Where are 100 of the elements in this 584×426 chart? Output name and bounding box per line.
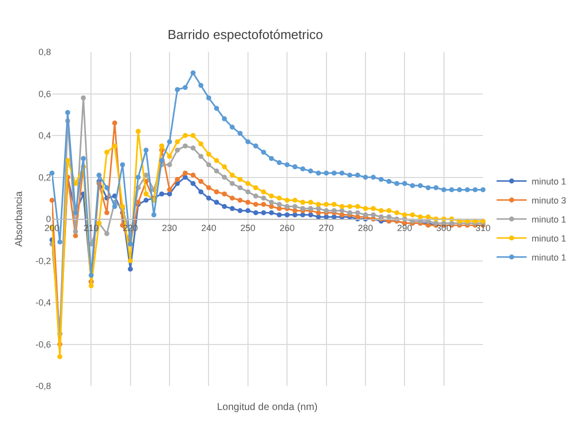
point bbox=[355, 210, 360, 216]
point bbox=[238, 185, 243, 190]
point bbox=[182, 143, 188, 148]
point bbox=[386, 214, 392, 220]
point bbox=[50, 170, 54, 176]
point bbox=[253, 202, 258, 207]
x-tick-label: 210 bbox=[84, 222, 99, 233]
point bbox=[214, 168, 220, 174]
point bbox=[339, 170, 344, 176]
point bbox=[190, 70, 196, 76]
point bbox=[355, 214, 360, 220]
point bbox=[276, 160, 282, 166]
point bbox=[214, 106, 220, 111]
point bbox=[324, 202, 329, 207]
y-tick-label: 0,6 bbox=[38, 88, 51, 99]
point bbox=[206, 185, 212, 190]
point bbox=[182, 84, 188, 90]
point bbox=[316, 202, 321, 207]
point bbox=[167, 187, 172, 192]
point bbox=[206, 162, 212, 168]
point bbox=[104, 210, 110, 216]
x-tick-label: 280 bbox=[358, 222, 373, 233]
point bbox=[276, 206, 282, 212]
point bbox=[253, 194, 258, 199]
point bbox=[347, 172, 352, 178]
point bbox=[339, 204, 344, 209]
point bbox=[96, 172, 102, 178]
legend-label: minuto 1 bbox=[532, 234, 566, 244]
point bbox=[198, 178, 204, 184]
point bbox=[174, 176, 180, 182]
point bbox=[362, 206, 368, 212]
point bbox=[112, 204, 118, 209]
point bbox=[144, 198, 149, 203]
point bbox=[112, 143, 118, 148]
point bbox=[167, 139, 172, 144]
point bbox=[284, 212, 290, 218]
point bbox=[261, 202, 266, 207]
point bbox=[245, 181, 250, 186]
point bbox=[332, 202, 337, 207]
point bbox=[245, 200, 250, 205]
point bbox=[308, 212, 314, 218]
point bbox=[206, 196, 212, 201]
point bbox=[308, 168, 314, 174]
point bbox=[394, 210, 400, 216]
point bbox=[418, 214, 423, 220]
point bbox=[182, 170, 188, 176]
point bbox=[418, 183, 423, 188]
point bbox=[308, 200, 314, 205]
point bbox=[120, 162, 126, 168]
x-tick-label: 270 bbox=[318, 222, 334, 233]
legend-label: minuto 1 bbox=[532, 214, 566, 225]
y-tick-label: 0,2 bbox=[38, 172, 51, 182]
point bbox=[378, 208, 384, 214]
point bbox=[378, 214, 384, 220]
point bbox=[88, 283, 94, 288]
y-axis-title: Absorbancia bbox=[14, 190, 25, 247]
point bbox=[268, 156, 274, 161]
point bbox=[292, 198, 298, 203]
point bbox=[362, 174, 368, 180]
point bbox=[174, 87, 180, 92]
x-tick-label: 220 bbox=[122, 222, 138, 233]
point bbox=[480, 187, 486, 192]
point bbox=[167, 191, 172, 196]
point bbox=[449, 187, 454, 192]
point bbox=[300, 200, 306, 205]
point bbox=[128, 258, 133, 264]
point bbox=[80, 95, 86, 100]
point bbox=[238, 208, 243, 214]
point bbox=[73, 229, 78, 234]
point bbox=[214, 158, 220, 164]
point bbox=[261, 196, 266, 201]
x-tick-label: 300 bbox=[436, 222, 452, 233]
point bbox=[268, 210, 274, 216]
point bbox=[292, 164, 298, 170]
point bbox=[104, 150, 110, 155]
point bbox=[128, 266, 133, 272]
point bbox=[230, 196, 235, 201]
point bbox=[268, 200, 274, 205]
x-tick-label: 240 bbox=[201, 222, 216, 233]
point bbox=[410, 212, 415, 218]
point bbox=[136, 128, 141, 134]
point bbox=[174, 139, 180, 144]
point bbox=[370, 206, 376, 212]
point bbox=[230, 206, 235, 212]
point bbox=[50, 198, 54, 203]
point bbox=[426, 185, 431, 190]
point bbox=[214, 189, 220, 194]
y-tick-label: -0,8 bbox=[35, 381, 51, 392]
point bbox=[355, 204, 360, 209]
point bbox=[230, 172, 235, 178]
point bbox=[410, 183, 415, 188]
point bbox=[222, 174, 227, 180]
point bbox=[230, 124, 235, 130]
point bbox=[120, 204, 126, 209]
point bbox=[190, 172, 196, 178]
point bbox=[284, 162, 290, 168]
point bbox=[238, 198, 243, 203]
point bbox=[464, 187, 470, 192]
point bbox=[222, 191, 227, 196]
x-tick-label: 260 bbox=[280, 222, 295, 233]
